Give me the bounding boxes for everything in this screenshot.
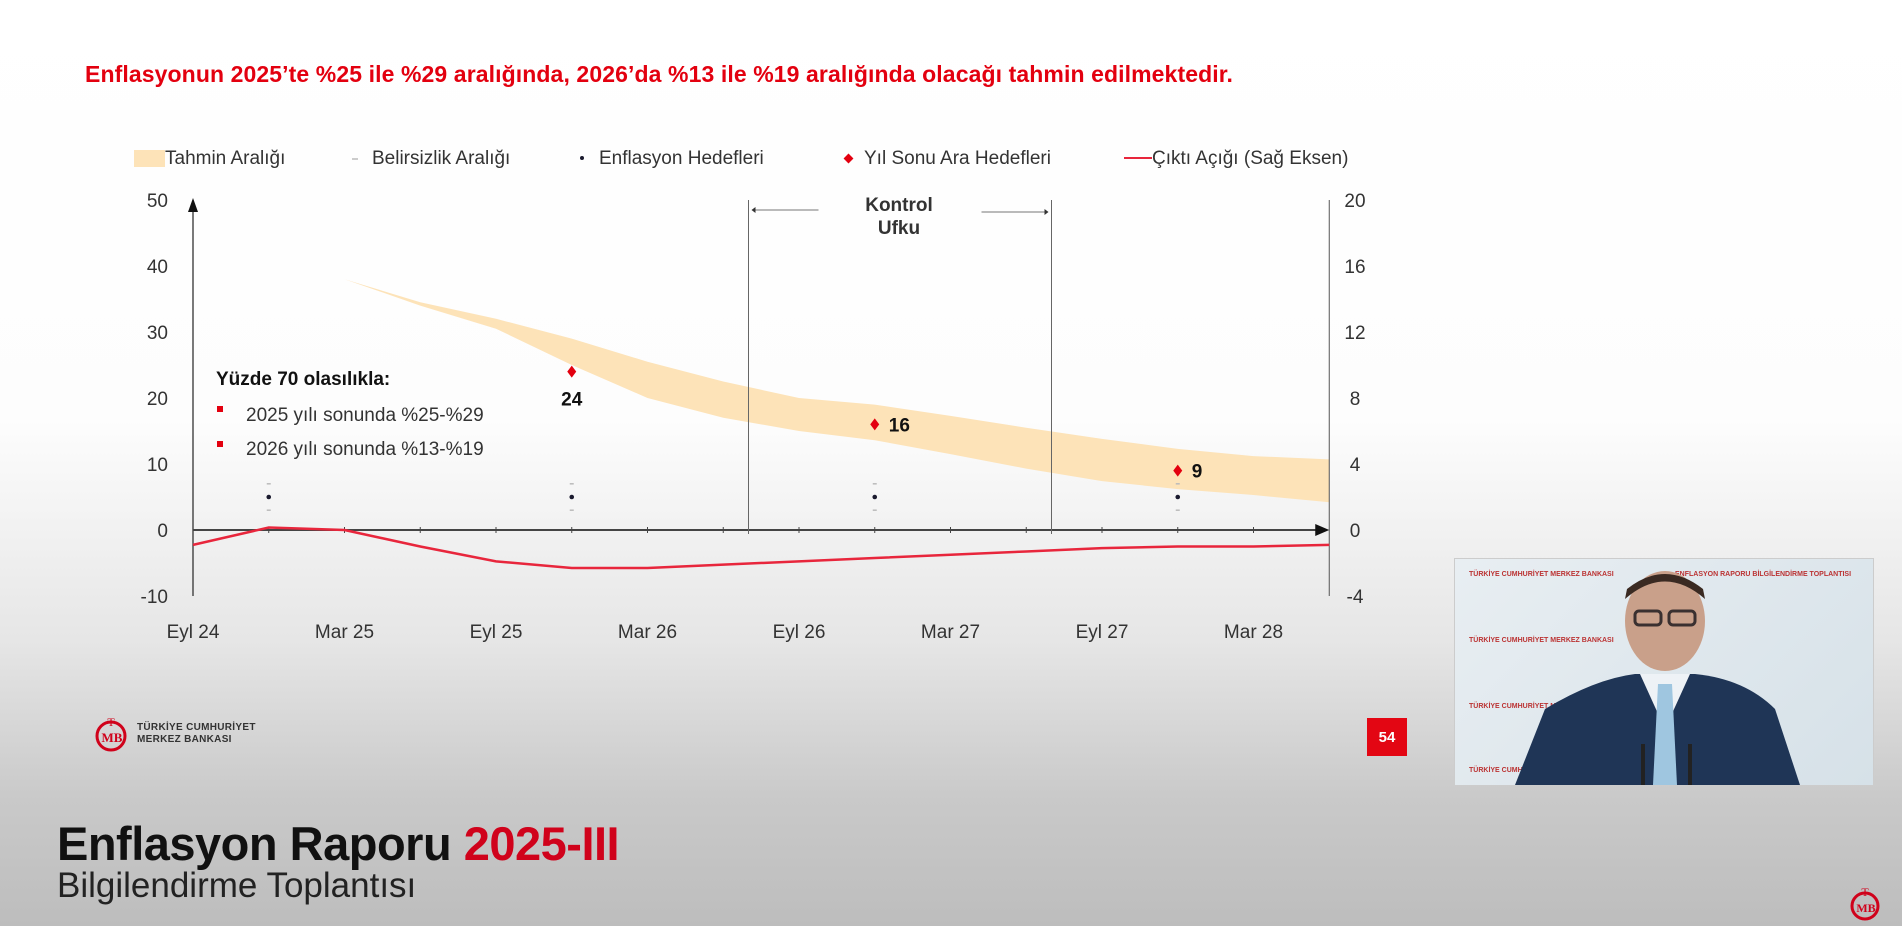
x-axis-arrow-icon <box>1315 524 1330 536</box>
annotation-item-2026: 2026 yılı sonunda %13-%19 <box>246 439 484 460</box>
legend-year-end-targets: Yıl Sonu Ara Hedefleri <box>843 148 1051 170</box>
output-gap-line <box>192 526 1330 570</box>
y-left-tick-label: 30 <box>147 323 168 344</box>
legend-forecast-range: Tahmin Aralığı <box>134 148 285 170</box>
svg-text:MB: MB <box>1856 901 1875 915</box>
year-end-target-label: 9 <box>1192 462 1203 483</box>
tcmb-corner-logo-icon: T MB <box>1850 885 1880 921</box>
x-tick-label: Eyl 24 <box>167 622 220 643</box>
inflation-target-dot <box>569 494 575 500</box>
logo-line-2: MERKEZ BANKASI <box>137 734 232 745</box>
dot-icon <box>580 156 584 160</box>
y-right-tick-label: 12 <box>1344 323 1365 344</box>
x-tick-label: Eyl 25 <box>470 622 523 643</box>
y-right-tick-label: 4 <box>1350 455 1361 476</box>
year-end-target-marker <box>870 418 880 431</box>
bullet-icon <box>217 406 223 412</box>
control-horizon-label-2: Ufku <box>878 218 920 239</box>
x-tick-label: Eyl 26 <box>773 622 826 643</box>
inflation-target-dot <box>1175 494 1181 500</box>
forecast-band-area <box>193 206 1330 503</box>
y-right-tick-label: -4 <box>1347 587 1364 608</box>
x-tick-label: Mar 28 <box>1224 622 1283 643</box>
inflation-target-dot <box>872 494 878 500</box>
backdrop-text: TÜRKİYE CUMHURİYET MERKEZ BANKASI <box>1469 637 1614 644</box>
y-left-tick-label: 50 <box>147 191 168 212</box>
report-subtitle: Bilgilendirme Toplantısı <box>57 866 417 905</box>
page-number: 54 <box>1367 718 1407 756</box>
year-end-target-marker <box>567 365 577 378</box>
y-right-tick-label: 16 <box>1344 257 1365 278</box>
svg-text:MB: MB <box>102 730 123 745</box>
report-period: 2025-III <box>463 817 620 870</box>
annotation-item-2025: 2025 yılı sonunda %25-%29 <box>246 405 484 426</box>
dash-icon <box>352 158 358 160</box>
logo-line-1: TÜRKİYE CUMHURİYET <box>137 722 256 733</box>
tcmb-logo: T MB TÜRKİYE CUMHURİYET MERKEZ BANKASI <box>91 714 256 754</box>
tcmb-emblem-icon: T MB <box>95 715 127 752</box>
y-right-tick-label: 20 <box>1344 191 1365 212</box>
x-tick-label: Eyl 27 <box>1076 622 1129 643</box>
year-end-target-label: 16 <box>889 415 910 436</box>
legend-output-gap: Çıktı Açığı (Sağ Eksen) <box>1124 148 1348 170</box>
year-end-target-marker <box>1173 464 1183 477</box>
backdrop-text: TÜRKİYE CUMHURİYET MERKEZ BANKASI <box>1469 703 1614 710</box>
report-title: Enflasyon Raporu 2025-III <box>57 817 620 870</box>
svg-text:T: T <box>1861 885 1869 899</box>
x-tick-label: Mar 27 <box>921 622 980 643</box>
inflation-target-dot <box>266 494 272 500</box>
backdrop-text: TÜRKİYE CUMHURİYET MERKEZ BANKASI <box>1469 571 1614 578</box>
y-axis-arrow-icon <box>188 198 198 212</box>
svg-text:T: T <box>107 715 115 729</box>
y-left-tick-label: 0 <box>157 521 168 542</box>
y-left-tick-label: 20 <box>147 389 168 410</box>
speaker-figure <box>1515 571 1800 785</box>
bullet-icon <box>217 441 223 447</box>
speaker-video: TÜRKİYE CUMHURİYET MERKEZ BANKASI ENFLAS… <box>1454 558 1874 786</box>
legend-uncertainty-range: Belirsizlik Aralığı <box>352 148 510 170</box>
band-swatch-icon <box>134 150 165 167</box>
y-left-tick-label: 10 <box>147 455 168 476</box>
annotation-title: Yüzde 70 olasılıkla: <box>216 369 390 390</box>
y-right-tick-label: 0 <box>1350 521 1361 542</box>
arrow-left-icon <box>751 207 756 213</box>
legend-inflation-targets: Enflasyon Hedefleri <box>580 148 764 170</box>
x-tick-label: Mar 25 <box>315 622 374 643</box>
arrow-right-icon <box>1044 209 1049 215</box>
y-left-tick-label: -10 <box>141 587 168 608</box>
y-right-tick-label: 8 <box>1350 389 1361 410</box>
backdrop-text: ENFLASYON RAPORU BİLGİLENDİRME TOPLANTIS… <box>1675 571 1852 578</box>
line-icon <box>1124 157 1152 159</box>
slide-headline: Enflasyonun 2025’te %25 ile %29 aralığın… <box>85 61 1234 87</box>
year-end-target-label: 24 <box>561 390 583 411</box>
x-tick-label: Mar 26 <box>618 622 677 643</box>
control-horizon-label-1: Kontrol <box>865 195 933 216</box>
y-left-tick-label: 40 <box>147 257 168 278</box>
